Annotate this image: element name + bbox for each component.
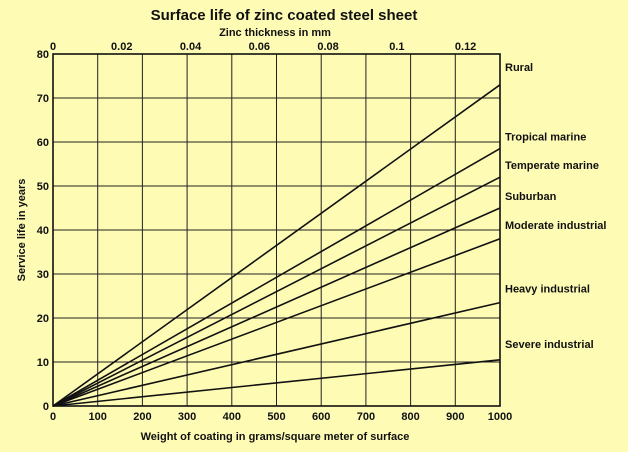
x-tick-label: 600 [312, 411, 330, 423]
series-label: Tropical marine [505, 132, 586, 144]
x-tick-label: 0 [50, 411, 56, 423]
x-tick-label: 1000 [488, 411, 512, 423]
x-tick-label: 100 [89, 411, 107, 423]
y-tick-label: 60 [37, 137, 49, 149]
top-tick-label: 0.06 [249, 41, 270, 53]
y-tick-label: 10 [37, 357, 49, 369]
x-tick-label: 700 [357, 411, 375, 423]
series-line [52, 301, 501, 407]
top-tick-label: 0.1 [389, 41, 404, 53]
series-label: Temperate marine [505, 160, 599, 172]
x-tick-label: 400 [223, 411, 241, 423]
x-axis-title: Weight of coating in grams/square meter … [141, 431, 410, 443]
series-line [52, 359, 501, 407]
series-label: Heavy industrial [505, 284, 590, 296]
x-tick-label: 800 [401, 411, 419, 423]
y-axis-title: Service life in years [16, 179, 28, 282]
y-tick-label: 30 [37, 269, 49, 281]
x-tick-label: 200 [133, 411, 151, 423]
series-label: Suburban [505, 191, 557, 203]
series-line [52, 207, 501, 407]
series-lines [52, 84, 501, 407]
tick-labels: 0 100 200 300 400 500 600 700 800 900 100001020304… [37, 41, 512, 423]
chart-title: Surface life of zinc coated steel sheet [151, 7, 418, 24]
series-line [52, 147, 501, 407]
top-tick-label: 0.02 [111, 41, 132, 53]
series-line [52, 176, 501, 407]
y-tick-label: 20 [37, 313, 49, 325]
plot-frame [52, 53, 501, 407]
y-tick-label: 80 [37, 49, 49, 61]
y-tick-label: 70 [37, 93, 49, 105]
series-label: Severe industrial [505, 339, 594, 351]
top-tick-label: 0 [50, 41, 56, 53]
x-tick-label: 900 [446, 411, 464, 423]
series-line [52, 238, 501, 407]
top-axis-title: Zinc thickness in mm [219, 27, 331, 39]
series-labels: Rural Tropical marine Temperate marine Subu… [505, 62, 606, 351]
y-tick-label: 50 [37, 181, 49, 193]
top-tick-label: 0.08 [317, 41, 338, 53]
y-tick-label: 40 [37, 225, 49, 237]
x-tick-label: 300 [178, 411, 196, 423]
series-label: Moderate industrial [505, 220, 606, 232]
top-tick-label: 0.12 [455, 41, 476, 53]
x-tick-label: 500 [267, 411, 285, 423]
top-tick-label: 0.04 [180, 41, 202, 53]
series-label: Rural [505, 62, 533, 74]
series-line [52, 84, 501, 407]
grid [52, 53, 501, 407]
y-tick-label: 0 [43, 401, 49, 413]
